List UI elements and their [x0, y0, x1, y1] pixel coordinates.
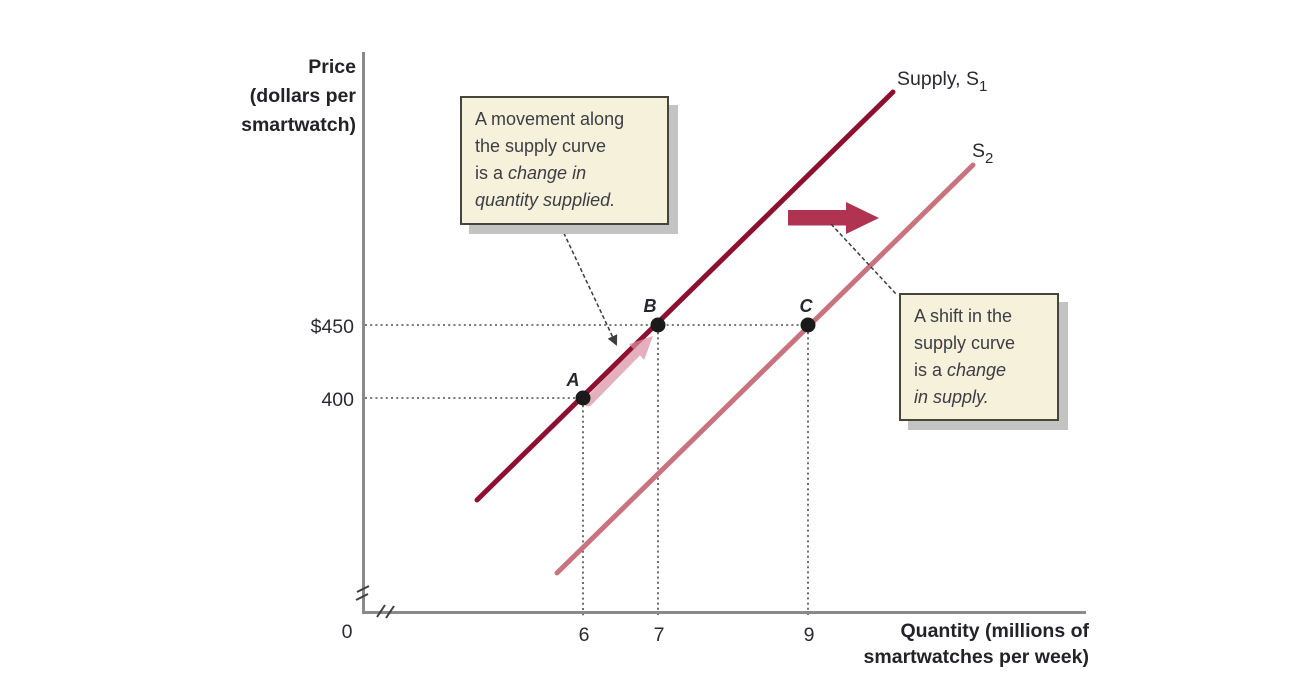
shift-note-line4: in supply.: [914, 387, 989, 407]
y-tick-400: 400: [321, 389, 354, 411]
movement-note-line3: is a change in: [475, 163, 587, 183]
x-tick-9: 9: [804, 624, 815, 646]
supply-curve-s2: [554, 162, 976, 576]
svg-text:Quantity (millions of: Quantity (millions of: [901, 620, 1090, 642]
x-tick-6: 6: [579, 624, 590, 646]
axis-break-marks: [355, 585, 395, 619]
point-a: [575, 390, 591, 406]
movement-note-line1: A movement along: [475, 109, 625, 129]
s1-curve-label: Supply, S1: [897, 68, 987, 95]
shift-note-box: A shift in the supply curve is a change …: [899, 293, 1059, 421]
origin-label: 0: [342, 621, 353, 643]
movement-arrow: [583, 336, 653, 407]
shift-note-line3: is a change: [914, 360, 1007, 380]
svg-text:(dollars per: (dollars per: [250, 85, 357, 107]
shift-note-leader-line: [830, 223, 898, 296]
movement-note-line4: quantity supplied.: [475, 190, 616, 210]
point-b-label: B: [644, 296, 657, 316]
point-c: [800, 317, 816, 333]
movement-note-leader-line: [560, 226, 618, 346]
x-tick-7: 7: [654, 624, 665, 646]
point-a-label: A: [566, 370, 580, 390]
point-c-label: C: [800, 296, 814, 316]
svg-text:smartwatches per week): smartwatches per week): [864, 646, 1089, 668]
svg-text:smartwatch): smartwatch): [241, 114, 356, 136]
supply-curve-s1: [474, 89, 896, 503]
x-axis-title: Quantity (millions of smartwatches per w…: [864, 620, 1090, 668]
shift-note-line1: A shift in the: [914, 306, 1013, 326]
y-axis-title: Price (dollars per smartwatch): [241, 56, 356, 136]
shift-arrow: [788, 202, 879, 234]
movement-note-line2: the supply curve: [475, 136, 607, 156]
movement-note-box: A movement along the supply curve is a c…: [460, 96, 669, 225]
shift-note-line2: supply curve: [914, 333, 1016, 353]
y-tick-450: $450: [311, 316, 355, 338]
point-b: [650, 317, 666, 333]
s2-curve-label: S2: [972, 140, 993, 167]
svg-text:Price: Price: [308, 56, 356, 78]
